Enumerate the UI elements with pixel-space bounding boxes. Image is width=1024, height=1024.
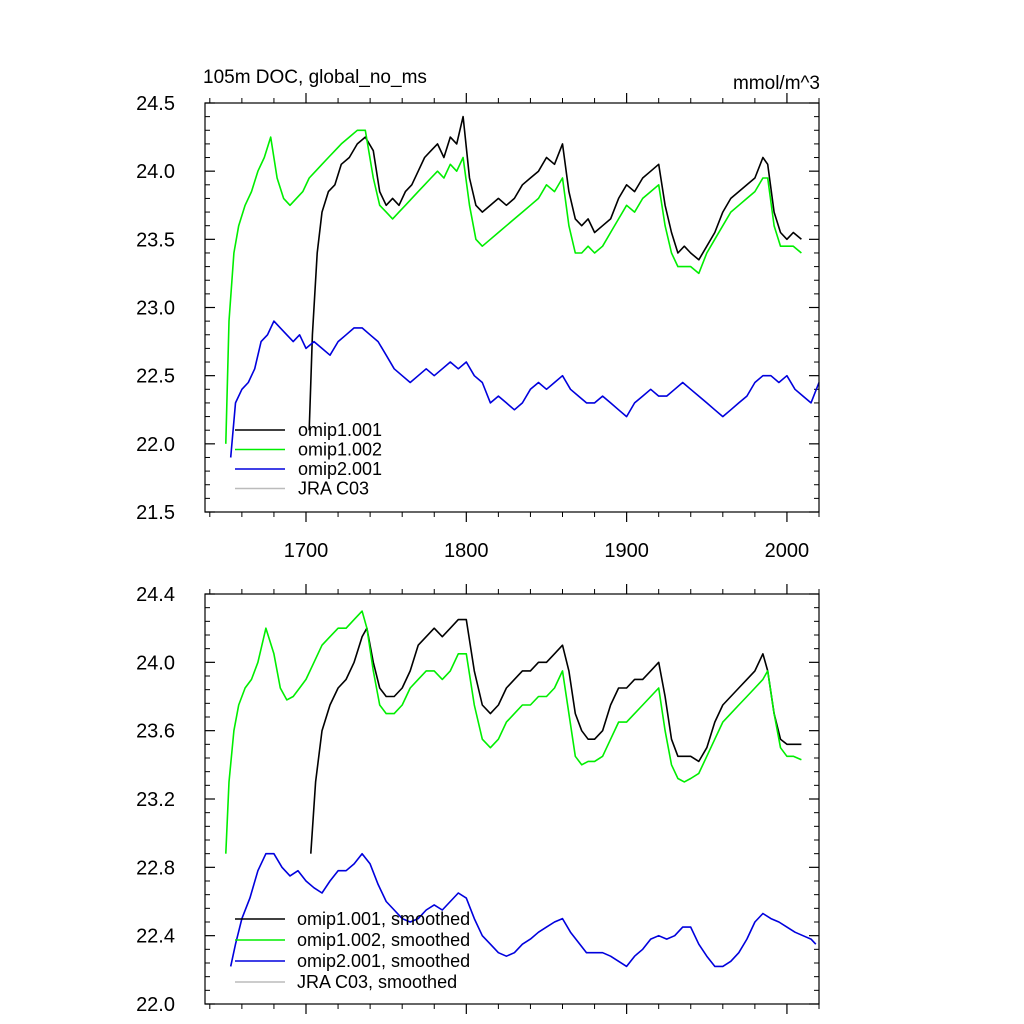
top-panel: 105m DOC, global_no_ms mmol/m^3 21.5 22.0… — [136, 67, 820, 562]
units-label: mmol/m^3 — [733, 73, 820, 94]
bottom-panel-ticks: 22.0 22.4 22.8 23.2 23.6 24.0 24.4 — [136, 584, 820, 1016]
x-tick-label: 1700 — [284, 540, 329, 562]
legend-label: JRA C03, smoothed — [297, 972, 457, 992]
y-tick-label: 23.0 — [136, 298, 175, 320]
legend-label: omip2.001 — [298, 459, 382, 479]
legend-label: omip1.001, smoothed — [297, 909, 470, 929]
y-tick-label: 23.2 — [136, 789, 175, 811]
y-tick-label: 22.8 — [136, 857, 175, 879]
y-tick-label: 24.0 — [136, 161, 175, 183]
y-tick-label: 22.0 — [136, 994, 175, 1016]
y-tick-label: 24.0 — [136, 652, 175, 674]
legend-label: omip1.001 — [298, 420, 382, 440]
legend-label: omip1.002 — [298, 440, 382, 460]
bottom-panel-frame — [204, 593, 820, 1005]
y-tick-label: 22.5 — [136, 366, 175, 388]
y-tick-label: 22.0 — [136, 434, 175, 456]
series-line-omip1-002 — [225, 129, 802, 444]
y-tick-label: 23.5 — [136, 229, 175, 251]
series-line-omip2-001 — [229, 320, 820, 458]
y-tick-label: 22.4 — [136, 926, 175, 948]
x-tick-label: 1900 — [604, 540, 649, 562]
x-tick-label: 2000 — [765, 540, 810, 562]
top-panel-frame — [204, 102, 820, 513]
y-tick-label: 24.5 — [136, 93, 175, 115]
y-tick-label: 24.4 — [136, 584, 175, 606]
y-tick-label: 23.6 — [136, 721, 175, 743]
top-panel-series — [225, 115, 820, 458]
series-line-omip1-002-smoothed — [225, 610, 802, 854]
y-tick-label: 21.5 — [136, 502, 175, 524]
series-line-omip1-001-smoothed — [310, 618, 802, 854]
chart-title: 105m DOC, global_no_ms — [203, 67, 427, 88]
bottom-panel-series — [225, 610, 817, 968]
series-line-omip2-001-smoothed — [229, 852, 817, 968]
legend-label: omip2.001, smoothed — [297, 951, 470, 971]
series-line-omip1-001 — [308, 115, 802, 431]
x-tick-label: 1800 — [444, 540, 489, 562]
legend-label: omip1.002, smoothed — [297, 930, 470, 950]
legend-label: JRA C03 — [298, 479, 369, 499]
bottom-panel: 22.0 22.4 22.8 23.2 23.6 24.0 24.4 omip1.001, … — [136, 584, 820, 1016]
top-panel-ticks: 21.5 22.0 22.5 23.0 23.5 24.0 24.5 1700 1800 1900… — [136, 93, 820, 562]
